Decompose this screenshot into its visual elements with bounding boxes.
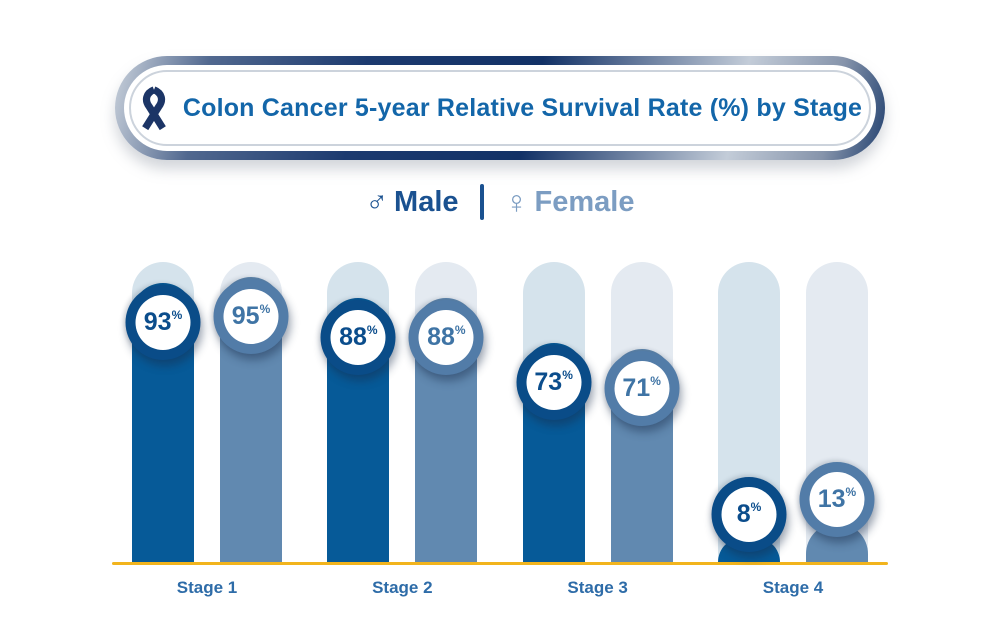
male-value-badge-face: 88% [330,310,386,365]
stage-label-3: Stage 3 [567,578,628,597]
female-value-badge: 13% [799,462,875,537]
x-axis-line [112,562,888,565]
male-value-badge-face: 8% [721,487,777,542]
male-value-unit: % [750,499,762,514]
female-value-badge: 71% [604,351,680,426]
female-value-label: 13 [817,485,846,513]
male-value-badge: 73% [516,345,592,420]
page-title: Colon Cancer 5-year Relative Survival Ra… [182,93,863,122]
female-value-badge-face: 13% [809,472,865,527]
stage-group-1: 93% 95% [125,262,289,562]
stage-group-3: 73% 71% [516,262,680,562]
male-value-badge-face: 93% [135,295,191,350]
male-value-unit: % [366,322,378,337]
female-value-unit: % [259,301,271,316]
title-banner-inner: Colon Cancer 5-year Relative Survival Ra… [129,70,871,146]
male-symbol-icon: ♂ [365,185,389,218]
female-value-label: 71 [622,374,651,402]
female-bar: 71% [604,262,680,562]
female-value-label: 95 [231,302,260,330]
male-value-badge-face: 73% [526,355,582,410]
male-bar: 93% [125,262,201,562]
male-bar: 88% [320,262,396,562]
legend-male: ♂ Male [366,187,459,217]
male-value-label: 73 [534,368,563,396]
female-value-unit: % [454,322,466,337]
male-value-unit: % [171,307,183,322]
male-value-label: 93 [143,308,172,336]
male-value-unit: % [562,367,573,382]
male-value-badge: 88% [320,300,396,375]
plot-area: 93% 95% 88% 88% 73% 71% 8% 13% [112,262,888,562]
male-value-badge: 8% [711,477,787,552]
legend-male-label: Male [394,185,459,218]
female-value-unit: % [845,484,857,499]
male-bar: 73% [516,262,592,562]
title-banner: Colon Cancer 5-year Relative Survival Ra… [115,56,885,160]
female-bar: 95% [213,262,289,562]
stage-label-1: Stage 1 [176,578,238,597]
female-bar: 88% [408,262,484,562]
female-value-badge-face: 71% [614,361,670,416]
stage-label-4: Stage 4 [762,578,824,597]
stage-group-2: 88% 88% [320,262,484,562]
female-value-badge-face: 95% [223,289,279,344]
legend-separator [479,184,484,220]
female-value-badge: 95% [213,279,289,354]
bar-chart: 93% 95% 88% 88% 73% 71% 8% 13% Stage 1 Stage 2 St… [112,262,888,598]
legend: ♂ Male ♀ Female [0,184,1000,220]
awareness-ribbon-icon [141,86,166,131]
male-value-badge: 93% [125,285,201,360]
male-value-label: 8 [736,500,751,528]
stage-label-2: Stage 2 [372,578,433,597]
title-banner-gap: Colon Cancer 5-year Relative Survival Ra… [124,65,876,151]
female-value-unit: % [650,373,661,388]
female-symbol-icon: ♀ [504,184,529,220]
female-value-badge: 88% [408,300,484,375]
x-axis-labels: Stage 1 Stage 2 Stage 3 Stage 4 [112,578,888,598]
female-value-badge-face: 88% [418,310,474,365]
male-value-label: 88 [339,323,367,351]
female-bar: 13% [799,262,875,562]
female-value-label: 88 [427,323,455,351]
male-bar: 8% [711,262,787,562]
stage-group-4: 8% 13% [711,262,875,562]
legend-female: ♀ Female [505,186,635,218]
legend-female-label: Female [534,185,635,218]
